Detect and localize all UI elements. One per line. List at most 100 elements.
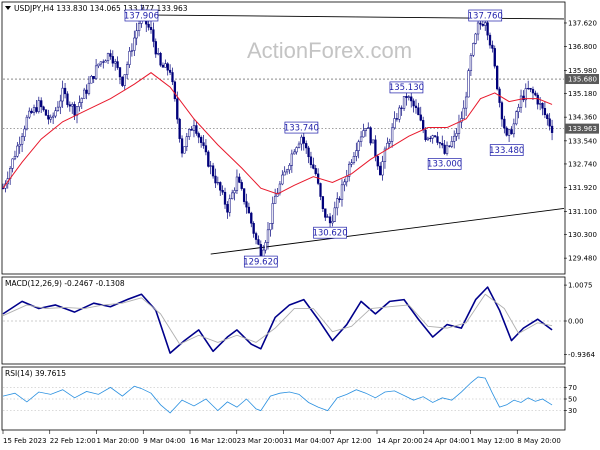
candle — [195, 121, 198, 136]
candle — [235, 169, 239, 195]
candle — [214, 168, 217, 189]
svg-text:133.963: 133.963 — [568, 125, 597, 133]
candle — [541, 102, 544, 116]
candle — [123, 74, 126, 91]
rsi-y-tick: 50 — [568, 396, 577, 404]
price-panel: ActionForex.com USDJPY,H4 133.830 134.06… — [1, 1, 599, 275]
candle — [321, 195, 325, 212]
price-annotation: 133.000 — [427, 158, 462, 170]
x-tick: 14 Apr 20:00 — [377, 437, 423, 445]
x-tick: 31 Mar 04:00 — [284, 437, 331, 445]
candle — [505, 126, 508, 137]
svg-text:133.000: 133.000 — [427, 160, 462, 170]
svg-text:137.906: 137.906 — [124, 11, 159, 21]
macd-y-axis: 1.0075 0.00 -0.9364 — [564, 282, 596, 359]
candle — [202, 134, 205, 149]
candle — [550, 119, 554, 141]
candle — [429, 135, 432, 143]
candle — [94, 59, 98, 80]
candle — [104, 59, 107, 63]
candle — [410, 92, 413, 108]
price-annotation: 135.130 — [389, 81, 424, 94]
dropdown-arrow-icon[interactable] — [5, 6, 11, 10]
candle — [331, 214, 334, 227]
candle — [13, 150, 17, 161]
candle — [78, 95, 81, 112]
candle — [16, 142, 19, 158]
rsi-panel: RSI(14) 39.7615 70 50 30 — [1, 366, 577, 431]
candle — [25, 114, 29, 131]
candle — [152, 22, 155, 48]
candle — [128, 46, 131, 69]
candle — [199, 135, 203, 148]
candle — [357, 139, 360, 159]
candle — [264, 239, 267, 254]
x-axis: 15 Feb 2023 22 Feb 12:00 1 Mar 20:00 9 Mar … — [2, 430, 561, 445]
candle — [40, 97, 43, 114]
candle — [519, 89, 523, 113]
candle — [464, 91, 468, 117]
macd-line — [2, 286, 553, 354]
candle — [183, 146, 186, 154]
candle — [534, 90, 537, 97]
x-tick: 9 Mar 04:00 — [143, 437, 185, 445]
candle — [472, 42, 475, 58]
candle — [371, 139, 375, 144]
candle — [164, 59, 167, 68]
candle — [359, 131, 363, 147]
candle — [376, 154, 379, 170]
candle — [219, 181, 222, 196]
candle — [54, 107, 57, 119]
candle — [266, 222, 270, 250]
price-y-tick: 131.920 — [568, 184, 597, 192]
candle — [448, 145, 451, 148]
price-tag: 135.680 — [565, 74, 599, 85]
candle — [273, 188, 277, 204]
candle — [254, 231, 258, 245]
candle — [336, 192, 339, 216]
rsi-line — [2, 376, 553, 414]
candle — [87, 76, 91, 96]
candle — [271, 196, 274, 230]
candle — [536, 92, 539, 110]
x-tick: 16 Mar 12:00 — [190, 437, 237, 445]
candle — [352, 152, 356, 165]
signal-line — [2, 293, 553, 345]
candle — [347, 161, 351, 182]
candle — [285, 168, 289, 175]
x-tick: 1 Mar 20:00 — [97, 437, 139, 445]
candle — [417, 102, 420, 116]
candle — [180, 135, 184, 158]
candle — [157, 47, 160, 56]
candle — [97, 63, 100, 69]
candle — [233, 187, 236, 201]
candle — [529, 87, 532, 93]
candle — [135, 22, 138, 46]
price-header: USDJPY,H4 133.830 134.065 133.777 133.96… — [14, 4, 188, 13]
macd-y-tick: -0.9364 — [568, 351, 596, 359]
candle — [228, 194, 231, 217]
price-y-tick: 136.800 — [568, 43, 597, 51]
macd-panel: MACD(12,26,9) -0.2467 -0.1308 1.0075 0.00… — [1, 276, 596, 365]
candle — [37, 96, 40, 114]
x-tick: 8 May 20:00 — [517, 437, 561, 445]
candle — [467, 68, 470, 98]
price-y-tick: 135.980 — [568, 67, 597, 75]
candle — [515, 110, 518, 126]
candle — [414, 99, 418, 114]
candle — [80, 97, 83, 109]
candle — [137, 19, 141, 37]
candle — [312, 157, 315, 170]
candle — [190, 126, 193, 131]
candle — [395, 113, 399, 122]
candle — [51, 112, 55, 124]
candle — [400, 105, 403, 116]
candle — [240, 179, 243, 191]
candle — [109, 49, 112, 60]
candle — [507, 128, 511, 143]
price-y-axis: 137.620 136.800 135.980 135.180 134.360 133.5… — [564, 19, 599, 263]
candle — [362, 123, 365, 138]
candle — [388, 138, 391, 148]
candle — [288, 163, 291, 174]
candle — [474, 32, 477, 45]
